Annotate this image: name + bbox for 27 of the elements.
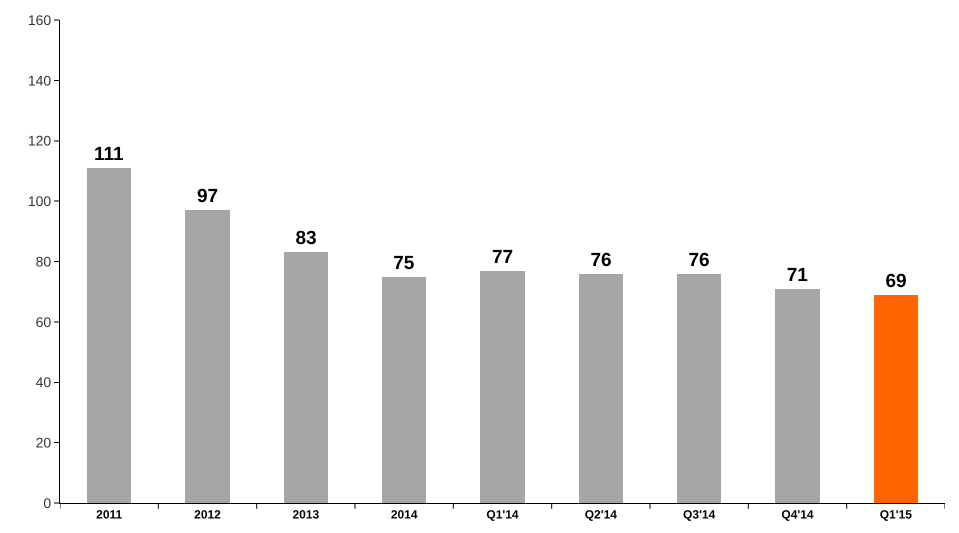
data-label: 76 — [590, 250, 612, 271]
data-label: 69 — [885, 271, 907, 292]
y-tick-label: 0 — [43, 494, 52, 511]
x-tick-label: 2014 — [390, 507, 418, 522]
x-tick-label: 2013 — [292, 507, 320, 522]
data-label: 75 — [393, 253, 415, 274]
x-tick-label: Q4'14 — [781, 507, 814, 522]
data-label: 76 — [688, 250, 710, 271]
x-tick-label: Q3'14 — [683, 507, 716, 522]
x-tick-label: Q1'15 — [880, 507, 912, 522]
y-tick-label: 140 — [28, 72, 52, 88]
y-tick-label: 120 — [28, 132, 52, 149]
y-tick-label: 80 — [36, 253, 52, 270]
x-tick-label: 2011 — [96, 507, 123, 522]
y-tick-label: 40 — [36, 374, 52, 390]
x-tick-label: Q1'14 — [486, 507, 519, 522]
y-tick-label: 160 — [28, 12, 52, 28]
y-tick-label: 20 — [36, 434, 52, 451]
data-label: 97 — [196, 186, 218, 207]
x-tick-label: 2012 — [194, 507, 222, 522]
data-label: 111 — [94, 144, 124, 165]
y-tick-label: 100 — [28, 193, 52, 210]
x-tick-label: Q2'14 — [584, 507, 618, 522]
data-label: 71 — [786, 265, 808, 286]
y-tick-label: 60 — [36, 314, 52, 330]
data-label: 77 — [492, 247, 514, 268]
data-label: 83 — [295, 228, 317, 249]
